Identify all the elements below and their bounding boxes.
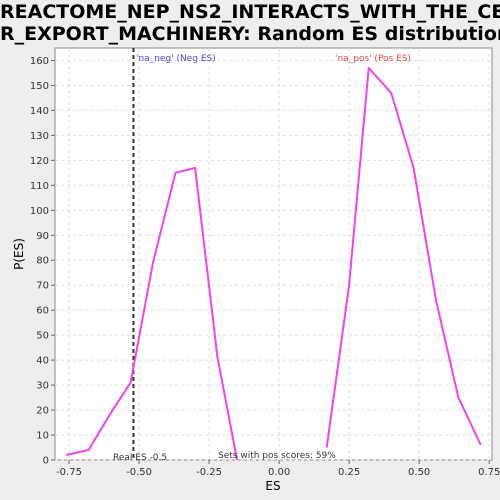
y-tick-label: 130	[30, 131, 49, 142]
y-tick-label: 50	[36, 331, 49, 342]
y-tick-label: 70	[36, 281, 49, 292]
y-axis-label: P(ES)	[12, 238, 26, 270]
y-tick-label: 0	[43, 456, 49, 467]
pos-es-annotation: 'na_pos' (Pos ES)	[335, 54, 411, 64]
y-tick-label: 10	[36, 431, 49, 442]
neg-es-annotation: 'na_neg' (Neg ES)	[136, 54, 216, 64]
y-tick-label: 150	[30, 81, 49, 92]
series-lines	[65, 67, 482, 461]
y-tick-label: 100	[30, 206, 49, 217]
x-tick-label: 0.25	[338, 467, 360, 478]
pos-sets-annotation: Sets with pos scores: 59%	[218, 451, 336, 461]
y-tick-label: 20	[36, 406, 49, 417]
series-line-1	[65, 166, 239, 461]
x-tick-label: 0.50	[408, 467, 430, 478]
x-tick-label: 0.00	[268, 467, 290, 478]
y-axis: 0 10 20 30 40 50 60 70 80 90 100 110 120 130 140 150 160	[30, 56, 55, 467]
x-tick-label: -0.25	[196, 467, 222, 478]
y-tick-label: 60	[36, 306, 49, 317]
y-tick-label: 40	[36, 356, 49, 367]
x-tick-label: -0.50	[126, 467, 152, 478]
y-tick-label: 140	[30, 106, 49, 117]
y-tick-label: 120	[30, 156, 49, 167]
x-axis: -0.75 -0.50 -0.25 0.00 0.25 0.50 0.75	[56, 460, 500, 478]
x-tick-label: -0.75	[56, 467, 82, 478]
chart-title-line-1: REACTOME_NEP_NS2_INTERACTS_WITH_THE_CELL…	[0, 1, 500, 23]
y-tick-label: 30	[36, 381, 49, 392]
y-tick-label: 80	[36, 256, 49, 267]
y-tick-label: 160	[30, 56, 49, 67]
series-line-2	[325, 67, 482, 448]
x-tick-label: 0.75	[478, 467, 500, 478]
chart-title-line-2: R_EXPORT_MACHINERY: Random ES distributi…	[0, 23, 500, 45]
y-tick-label: 90	[36, 231, 49, 242]
x-axis-label: ES	[265, 479, 280, 493]
y-tick-label: 110	[30, 181, 49, 192]
grid-lines	[55, 48, 492, 461]
real-es-annotation: Real ES -0.5	[113, 453, 167, 463]
